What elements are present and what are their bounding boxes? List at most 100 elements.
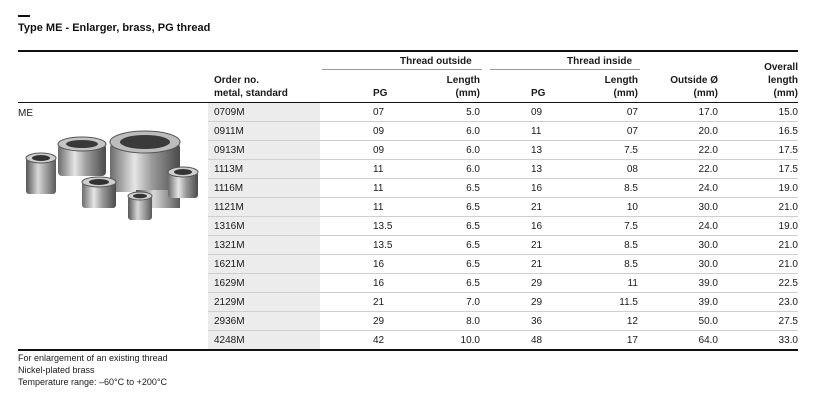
cell-out-pg: 11 — [373, 202, 384, 213]
col-header-overall-length: Overall length (mm) — [730, 61, 798, 100]
cell-in-len: 8.5 — [624, 259, 638, 270]
col-header-overall-line1: Overall — [764, 62, 798, 73]
cell-order: 1629M — [214, 278, 245, 289]
col-header-order-line1: Order no. — [214, 75, 260, 86]
table-row: 1321M 13.5 6.5 21 8.5 30.0 21.0 — [208, 236, 798, 255]
footnote-2: Nickel-plated brass — [18, 365, 95, 375]
cell-dia: 17.0 — [698, 107, 718, 118]
col-header-in-pg: PG — [531, 88, 546, 99]
cell-overall: 21.0 — [778, 259, 798, 270]
cell-out-pg: 13.5 — [373, 221, 393, 232]
order-column-shading — [208, 103, 320, 349]
cell-in-pg: 13 — [531, 164, 543, 175]
cell-out-len: 6.0 — [466, 164, 480, 175]
cell-in-len: 07 — [626, 126, 638, 137]
group-underline-outside — [322, 69, 482, 70]
cell-dia: 24.0 — [698, 221, 718, 232]
group-header-thread-outside: Thread outside — [400, 56, 472, 67]
cell-overall: 27.5 — [778, 316, 798, 327]
cell-dia: 30.0 — [698, 240, 718, 251]
table-row: 1116M 11 6.5 16 8.5 24.0 19.0 — [208, 179, 798, 198]
cell-dia: 39.0 — [698, 278, 718, 289]
table-row: 1121M 11 6.5 21 10 30.0 21.0 — [208, 198, 798, 217]
cell-in-len: 12 — [626, 316, 638, 327]
cell-dia: 39.0 — [698, 297, 718, 308]
table-row: 0911M 09 6.0 11 07 20.0 16.5 — [208, 122, 798, 141]
cell-dia: 22.0 — [698, 145, 718, 156]
cell-order: 0913M — [214, 145, 245, 156]
col-header-outside-diameter: Outside Ø (mm) — [640, 74, 718, 100]
cell-overall: 23.0 — [778, 297, 798, 308]
cell-out-len: 6.5 — [466, 240, 480, 251]
cell-in-len: 11.5 — [619, 297, 638, 308]
col-header-out-length-line1: Length — [446, 75, 480, 86]
cell-out-pg: 09 — [373, 145, 385, 156]
cell-out-len: 6.0 — [466, 145, 480, 156]
group-underline-inside — [490, 69, 640, 70]
col-header-out-length-line2: (mm) — [455, 88, 480, 99]
cell-out-pg: 16 — [373, 278, 385, 289]
table-row: 1629M 16 6.5 29 11 39.0 22.5 — [208, 274, 798, 293]
title-accent-bar — [18, 15, 30, 17]
col-header-outside-diameter-line2: (mm) — [693, 88, 718, 99]
cell-order: 1116M — [214, 183, 244, 194]
cell-out-pg: 21 — [373, 297, 385, 308]
cell-out-len: 6.5 — [466, 259, 480, 270]
cell-in-pg: 11 — [531, 126, 542, 137]
cell-order: 0709M — [214, 107, 245, 118]
cell-dia: 64.0 — [698, 335, 718, 346]
col-header-in-length-line2: (mm) — [613, 88, 638, 99]
cell-out-pg: 42 — [373, 335, 385, 346]
row-group-label: ME — [18, 108, 33, 119]
cell-in-pg: 16 — [531, 183, 543, 194]
col-header-order: Order no. metal, standard — [214, 74, 288, 100]
cell-order: 1121M — [214, 202, 244, 213]
cell-in-pg: 21 — [531, 202, 543, 213]
cell-in-pg: 29 — [531, 278, 543, 289]
cell-out-len: 6.5 — [466, 221, 480, 232]
cell-order: 1321M — [214, 240, 245, 251]
table-row: 2936M 29 8.0 36 12 50.0 27.5 — [208, 312, 798, 331]
cell-overall: 19.0 — [778, 221, 798, 232]
product-photo-brass-enlargers — [25, 130, 199, 220]
cell-in-len: 11 — [627, 278, 638, 289]
cell-out-pg: 29 — [373, 316, 385, 327]
col-header-in-length: Length (mm) — [578, 74, 638, 100]
cell-in-len: 10 — [626, 202, 638, 213]
cell-in-pg: 21 — [531, 259, 543, 270]
cell-dia: 50.0 — [698, 316, 718, 327]
cell-dia: 30.0 — [698, 259, 718, 270]
cell-overall: 21.0 — [778, 240, 798, 251]
cell-in-pg: 21 — [531, 240, 543, 251]
col-header-out-pg: PG — [373, 88, 388, 99]
cell-in-pg: 16 — [531, 221, 543, 232]
cell-order: 4248M — [214, 335, 245, 346]
cell-overall: 33.0 — [778, 335, 798, 346]
table-top-rule — [18, 50, 798, 52]
cell-out-len: 6.5 — [466, 278, 480, 289]
cell-out-len: 7.0 — [466, 297, 480, 308]
cell-in-len: 7.5 — [624, 221, 638, 232]
table-row: 0709M 07 5.0 09 07 17.0 15.0 — [208, 103, 798, 122]
cell-in-len: 8.5 — [624, 183, 638, 194]
cell-dia: 24.0 — [698, 183, 718, 194]
cell-in-pg: 48 — [531, 335, 543, 346]
footnote-1: For enlargement of an existing thread — [18, 353, 168, 363]
col-header-out-length: Length (mm) — [420, 74, 480, 100]
col-header-order-line2: metal, standard — [214, 88, 288, 99]
cell-out-pg: 11 — [373, 183, 384, 194]
cell-overall: 19.0 — [778, 183, 798, 194]
table-row: 1621M 16 6.5 21 8.5 30.0 21.0 — [208, 255, 798, 274]
cell-out-len: 5.0 — [466, 107, 480, 118]
cell-overall: 17.5 — [778, 145, 798, 156]
cell-in-len: 17 — [626, 335, 638, 346]
cell-dia: 30.0 — [698, 202, 718, 213]
table-row: 4248M 42 10.0 48 17 64.0 33.0 — [208, 331, 798, 350]
table-bottom-rule — [18, 349, 798, 351]
cell-out-len: 6.0 — [466, 126, 480, 137]
cell-dia: 20.0 — [698, 126, 718, 137]
col-header-overall-line3: (mm) — [773, 88, 798, 99]
cell-out-pg: 09 — [373, 126, 385, 137]
cell-out-pg: 16 — [373, 259, 385, 270]
cell-in-pg: 13 — [531, 145, 543, 156]
